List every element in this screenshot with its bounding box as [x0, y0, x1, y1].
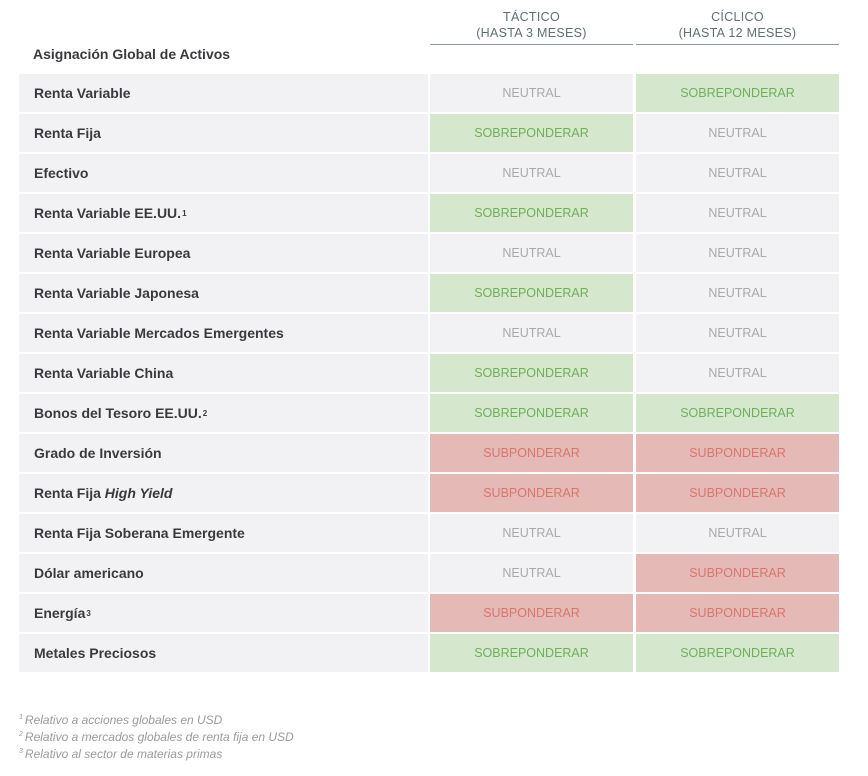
rating-cell: SUBPONDERAR [430, 434, 633, 472]
row-label: Renta Variable EE.UU. 1 [19, 194, 428, 232]
footnote: 2 Relativo a mercados globales de renta f… [19, 730, 294, 744]
row-label: Renta Variable Mercados Emergentes [19, 314, 428, 352]
rating-cell: NEUTRAL [430, 554, 633, 592]
label-text: Renta Fija Soberana Emergente [34, 525, 245, 541]
rating-cell: SOBREPONDERAR [636, 634, 839, 672]
footnote-text: Relativo al sector de materias primas [24, 747, 223, 761]
rating-cell: SOBREPONDERAR [430, 354, 633, 392]
footnote-text: Relativo a mercados globales de renta fi… [24, 730, 294, 744]
column-subtitle: (HASTA 12 MESES) [678, 26, 797, 40]
label-text: Renta Variable Mercados Emergentes [34, 325, 284, 341]
rating-cell: SOBREPONDERAR [430, 114, 633, 152]
label-text: Renta Variable Europea [34, 245, 191, 261]
label-text: Dólar americano [34, 565, 144, 581]
rating-cell: NEUTRAL [636, 354, 839, 392]
rating-cell: SUBPONDERAR [636, 434, 839, 472]
footnote-mark: 2 [19, 731, 23, 738]
column-name: CÍCLICO [711, 10, 764, 24]
rating-cell: NEUTRAL [430, 514, 633, 552]
row-label: Dólar americano [19, 554, 428, 592]
label-text: Renta Variable China [34, 365, 174, 381]
column-name: TÁCTICO [503, 10, 560, 24]
footnote-ref: 1 [182, 208, 187, 218]
footnote-mark: 1 [19, 714, 23, 721]
label-text: Bonos del Tesoro EE.UU. [34, 405, 202, 421]
footnote-mark: 3 [19, 748, 23, 755]
rating-cell: NEUTRAL [430, 234, 633, 272]
row-label: Renta Variable China [19, 354, 428, 392]
label-text: Renta Variable [34, 85, 131, 101]
footnote: 3 Relativo al sector de materias primas [19, 747, 222, 761]
label-text: Renta Fija [34, 485, 101, 501]
rating-cell: NEUTRAL [430, 154, 633, 192]
table-title: Asignación Global de Activos [33, 46, 231, 62]
label-text: Renta Fija [34, 125, 101, 141]
footnote-text: Relativo a acciones globales en USD [24, 713, 223, 727]
row-label: Renta Fija Soberana Emergente [19, 514, 428, 552]
rating-cell: SOBREPONDERAR [430, 634, 633, 672]
row-label: Renta Fija High Yield [19, 474, 428, 512]
rating-cell: SUBPONDERAR [636, 594, 839, 632]
row-label: Efectivo [19, 154, 428, 192]
rating-cell: NEUTRAL [636, 114, 839, 152]
footnote-ref: 2 [202, 408, 208, 418]
rating-cell: SUBPONDERAR [430, 594, 633, 632]
row-label: Grado de Inversión [19, 434, 428, 472]
label-italic: High Yield [104, 485, 173, 501]
row-label: Bonos del Tesoro EE.UU. 2 [19, 394, 428, 432]
row-label: Metales Preciosos [19, 634, 428, 672]
rating-cell: NEUTRAL [636, 194, 839, 232]
label-text: Renta Variable EE.UU. [34, 205, 182, 221]
rating-cell: SUBPONDERAR [430, 474, 633, 512]
row-label: Renta Variable Europea [19, 234, 428, 272]
column-subtitle: (HASTA 3 MESES) [476, 26, 587, 40]
rating-cell: SOBREPONDERAR [430, 194, 633, 232]
rating-cell: SUBPONDERAR [636, 474, 839, 512]
row-label: Renta Variable Japonesa [19, 274, 428, 312]
rating-cell: SUBPONDERAR [636, 554, 839, 592]
column-header: TÁCTICO (HASTA 3 MESES) [430, 9, 633, 45]
rating-cell: SOBREPONDERAR [636, 74, 839, 112]
label-text: Metales Preciosos [34, 645, 157, 661]
row-label: Energía 3 [19, 594, 428, 632]
column-header: CÍCLICO (HASTA 12 MESES) [636, 9, 839, 45]
label-text: Renta Variable Japonesa [34, 285, 199, 301]
rating-cell: NEUTRAL [636, 514, 839, 552]
rating-cell: NEUTRAL [636, 274, 839, 312]
label-text: Energía [34, 605, 86, 621]
row-label: Renta Fija [19, 114, 428, 152]
rating-cell: SOBREPONDERAR [430, 274, 633, 312]
rating-cell: NEUTRAL [430, 314, 633, 352]
rating-cell: SOBREPONDERAR [430, 394, 633, 432]
row-label: Renta Variable [19, 74, 428, 112]
rating-cell: NEUTRAL [636, 154, 839, 192]
rating-cell: NEUTRAL [636, 234, 839, 272]
label-text: Grado de Inversión [34, 445, 162, 461]
footnote: 1 Relativo a acciones globales en USD [19, 713, 222, 727]
rating-cell: NEUTRAL [430, 74, 633, 112]
rating-cell: SOBREPONDERAR [636, 394, 839, 432]
label-text: Efectivo [34, 165, 89, 181]
rating-cell: NEUTRAL [636, 314, 839, 352]
footnote-ref: 3 [86, 608, 91, 618]
